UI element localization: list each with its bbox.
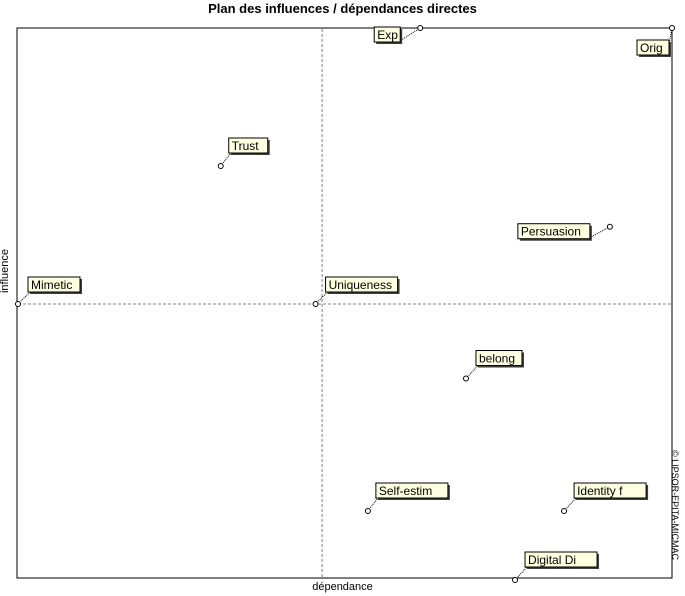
watermark: © LIPSOR-EPITA-MICMAC [670,450,680,560]
label-box [475,350,523,367]
point-label: Identity f [577,484,623,498]
point-label: Digital Di [528,553,576,567]
point-uniqueness: Uniqueness [312,276,400,307]
label-box [228,137,269,154]
point-marker [669,25,675,31]
point-label: Trust [232,139,260,153]
label-box [517,223,591,240]
point-marker [217,163,224,169]
point-orig: Orig [636,25,675,57]
label-box [524,551,598,568]
point-label: Exp [377,28,398,42]
y-axis-label: influence [0,248,11,294]
point-marker [15,301,21,307]
label-box [375,482,449,499]
point-label: Persuasion [521,225,581,239]
point-marker [364,508,371,514]
point-trust: Trust [217,137,270,169]
point-connector [397,27,421,43]
point-marker [606,223,613,230]
x-axis-label: dépendance [312,581,373,593]
point-persuasion: Persuasion [517,223,613,241]
label-box [573,482,647,499]
point-belong: belong [462,350,524,382]
point-marker [312,301,319,307]
point-label: Self-estim [379,484,432,498]
point-marker [512,577,519,583]
point-self-estim: Self-estim [364,482,450,514]
point-marker [417,25,424,31]
point-mimetic: Mimetic [15,276,82,307]
label-box [27,276,81,293]
label-box [325,276,399,293]
point-marker [561,508,568,514]
point-label: Mimetic [31,278,72,292]
point-identity-f: Identity f [561,482,649,514]
point-exp: Exp [373,25,424,44]
point-label: Uniqueness [329,278,392,292]
point-digital-di: Digital Di [512,551,600,583]
label-box [636,39,670,56]
label-box [373,26,401,43]
point-marker [462,375,469,382]
point-label: belong [479,352,515,366]
chart-title: Plan des influences / dépendances direct… [208,1,477,16]
points-layer: Exp Orig Trust Persuasion Mimetic Uniqueness b… [15,25,675,583]
point-label: Orig [640,41,663,55]
